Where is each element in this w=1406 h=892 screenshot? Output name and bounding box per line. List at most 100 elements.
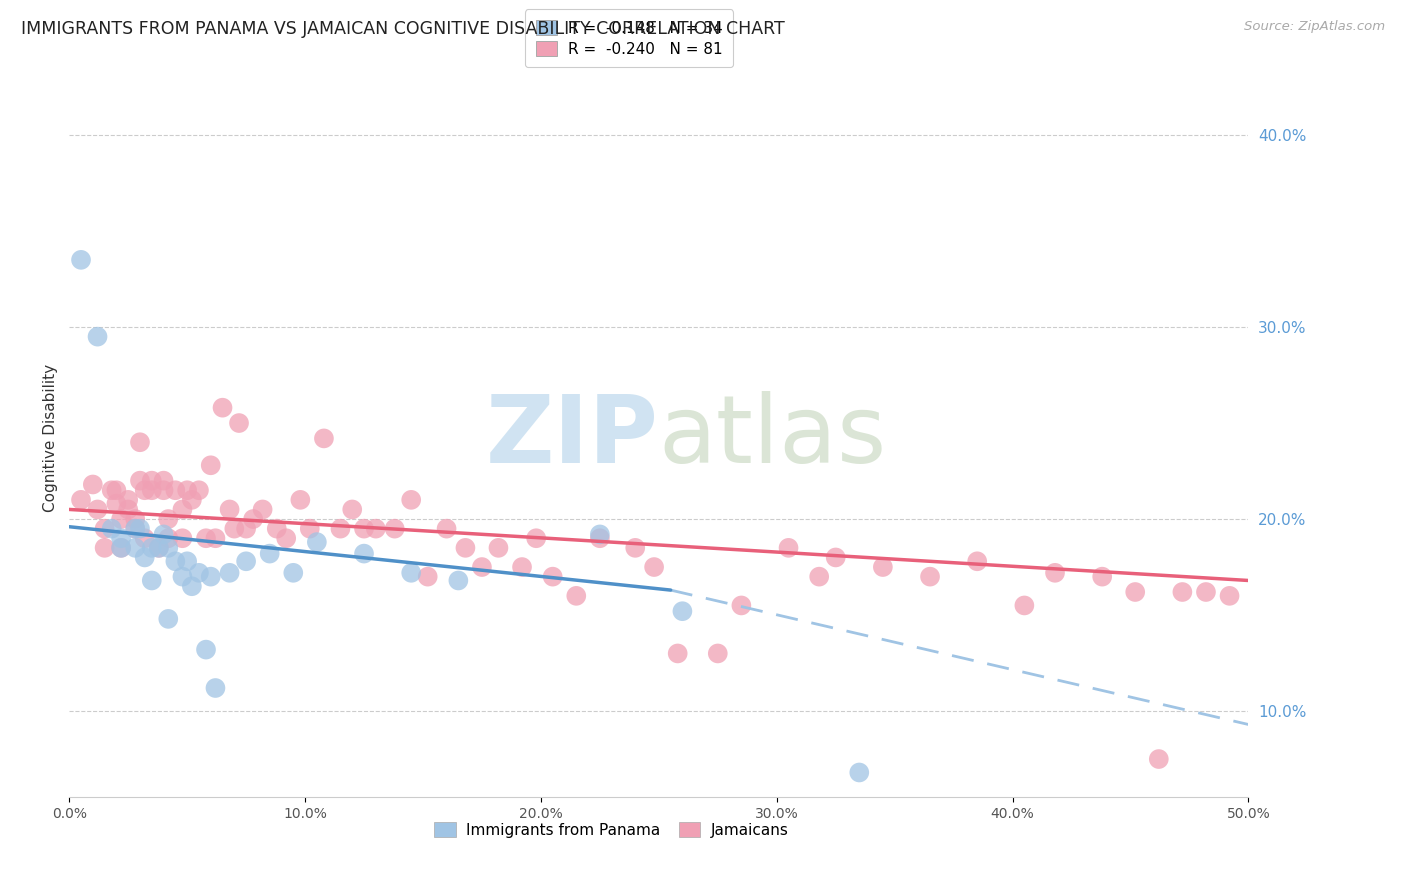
Y-axis label: Cognitive Disability: Cognitive Disability	[44, 363, 58, 511]
Point	[329, 522, 352, 536]
Point	[124, 522, 146, 536]
Point	[364, 522, 387, 536]
Point	[276, 531, 298, 545]
Point	[671, 604, 693, 618]
Point	[117, 502, 139, 516]
Point	[204, 681, 226, 695]
Point	[218, 502, 240, 516]
Point	[824, 550, 846, 565]
Point	[187, 483, 209, 498]
Point	[129, 522, 152, 536]
Point	[808, 569, 831, 583]
Point	[148, 541, 170, 555]
Point	[283, 566, 305, 580]
Point	[152, 527, 174, 541]
Point	[152, 474, 174, 488]
Point	[224, 522, 246, 536]
Point	[82, 477, 104, 491]
Text: IMMIGRANTS FROM PANAMA VS JAMAICAN COGNITIVE DISABILITY CORRELATION CHART: IMMIGRANTS FROM PANAMA VS JAMAICAN COGNI…	[21, 20, 785, 37]
Point	[488, 541, 510, 555]
Point	[416, 569, 439, 583]
Point	[110, 541, 132, 555]
Point	[172, 502, 194, 516]
Point	[436, 522, 458, 536]
Point	[707, 647, 730, 661]
Point	[384, 522, 406, 536]
Point	[235, 522, 257, 536]
Point	[1123, 585, 1146, 599]
Point	[589, 531, 612, 545]
Point	[176, 554, 198, 568]
Text: ZIP: ZIP	[486, 392, 659, 483]
Point	[157, 541, 180, 555]
Point	[966, 554, 988, 568]
Point	[235, 554, 257, 568]
Point	[93, 541, 115, 555]
Point	[117, 492, 139, 507]
Text: Source: ZipAtlas.com: Source: ZipAtlas.com	[1244, 20, 1385, 33]
Point	[187, 566, 209, 580]
Point	[141, 574, 163, 588]
Point	[1091, 569, 1114, 583]
Point	[124, 541, 146, 555]
Point	[399, 492, 422, 507]
Point	[1219, 589, 1241, 603]
Point	[86, 329, 108, 343]
Point	[148, 541, 170, 555]
Point	[129, 474, 152, 488]
Point	[218, 566, 240, 580]
Point	[157, 612, 180, 626]
Point	[730, 599, 752, 613]
Point	[180, 579, 202, 593]
Point	[195, 642, 218, 657]
Point	[105, 483, 128, 498]
Point	[848, 765, 870, 780]
Point	[134, 550, 156, 565]
Point	[134, 483, 156, 498]
Point	[242, 512, 264, 526]
Point	[157, 531, 180, 545]
Point	[70, 492, 93, 507]
Point	[353, 522, 375, 536]
Point	[1171, 585, 1194, 599]
Point	[298, 522, 321, 536]
Point	[105, 497, 128, 511]
Point	[141, 483, 163, 498]
Point	[176, 483, 198, 498]
Point	[211, 401, 233, 415]
Point	[228, 416, 250, 430]
Point	[110, 541, 132, 555]
Point	[93, 522, 115, 536]
Point	[305, 535, 328, 549]
Point	[100, 522, 122, 536]
Point	[124, 522, 146, 536]
Point	[100, 483, 122, 498]
Point	[165, 483, 187, 498]
Point	[129, 435, 152, 450]
Point	[524, 531, 547, 545]
Point	[471, 560, 494, 574]
Point	[589, 527, 612, 541]
Point	[141, 474, 163, 488]
Point	[342, 502, 364, 516]
Point	[252, 502, 274, 516]
Point	[872, 560, 894, 574]
Point	[70, 252, 93, 267]
Point	[353, 547, 375, 561]
Point	[918, 569, 941, 583]
Point	[454, 541, 477, 555]
Point	[266, 522, 288, 536]
Point	[290, 492, 312, 507]
Point	[86, 502, 108, 516]
Point	[1014, 599, 1036, 613]
Point	[643, 560, 665, 574]
Point	[312, 431, 335, 445]
Point	[110, 512, 132, 526]
Point	[259, 547, 281, 561]
Point	[1043, 566, 1066, 580]
Point	[152, 483, 174, 498]
Point	[172, 569, 194, 583]
Text: atlas: atlas	[659, 392, 887, 483]
Point	[666, 647, 689, 661]
Point	[204, 531, 226, 545]
